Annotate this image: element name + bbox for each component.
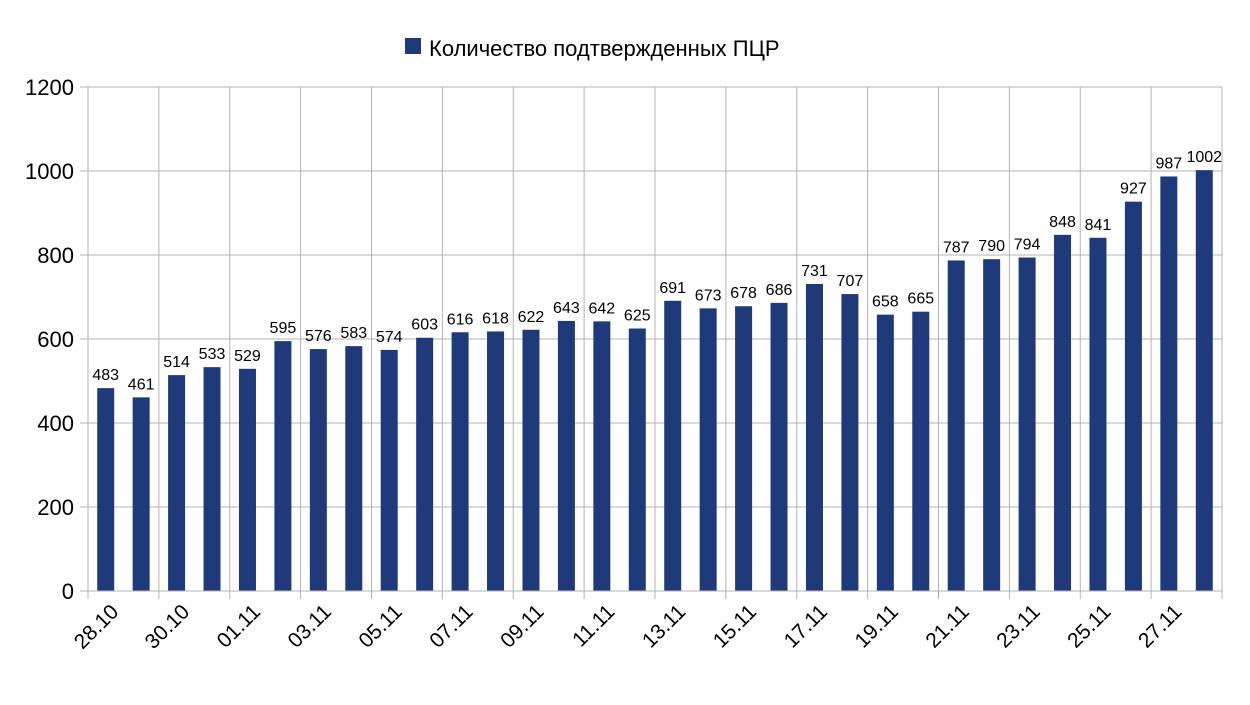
x-tick-label: 19.11 — [851, 600, 903, 652]
data-label: 574 — [376, 329, 403, 346]
bar — [345, 346, 363, 591]
x-tick-label: 17.11 — [780, 600, 832, 652]
bar — [1018, 257, 1036, 591]
bar — [593, 321, 611, 591]
y-axis-ticks: 0 200 400 600 800 1000 1200 — [25, 75, 74, 604]
data-label: 483 — [92, 367, 119, 384]
bar — [557, 320, 575, 591]
bar — [274, 341, 292, 591]
bar — [416, 337, 434, 591]
legend: Количество подтвержденных ПЦР — [405, 36, 780, 61]
data-label: 707 — [837, 273, 864, 290]
y-tick-label: 0 — [62, 579, 74, 604]
y-tick-label: 800 — [37, 243, 74, 268]
y-tick-label: 600 — [37, 327, 74, 352]
bar — [132, 397, 150, 591]
x-tick-label: 11.11 — [568, 600, 619, 651]
data-label: 665 — [907, 291, 934, 308]
data-label: 927 — [1120, 181, 1147, 198]
y-tick-label: 200 — [37, 495, 74, 520]
bar — [1195, 170, 1213, 591]
x-tick-label: 03.11 — [284, 600, 336, 652]
bars — [97, 170, 1213, 591]
legend-swatch — [405, 38, 421, 54]
bar — [1089, 237, 1107, 591]
x-tick-label: 07.11 — [425, 600, 477, 652]
data-label: 658 — [872, 294, 899, 311]
bar — [983, 259, 1001, 591]
bar — [805, 283, 823, 591]
bar — [522, 329, 540, 591]
bar — [1124, 201, 1142, 591]
y-tick-label: 1000 — [25, 159, 74, 184]
data-label: 787 — [943, 239, 970, 256]
data-label: 616 — [447, 311, 474, 328]
data-label: 678 — [730, 285, 757, 302]
data-label: 841 — [1085, 217, 1112, 234]
bar — [451, 332, 469, 591]
data-label: 848 — [1049, 214, 1076, 231]
data-label: 790 — [978, 238, 1005, 255]
data-label: 461 — [128, 376, 155, 393]
data-label: 987 — [1155, 155, 1182, 172]
data-label: 595 — [270, 320, 297, 337]
data-label: 514 — [163, 354, 190, 371]
legend-label: Количество подтвержденных ПЦР — [429, 36, 780, 61]
data-label: 618 — [482, 310, 509, 327]
gridlines — [80, 86, 1223, 599]
bar — [628, 328, 646, 591]
x-tick-label: 28.10 — [70, 600, 123, 653]
bar — [309, 349, 327, 591]
data-label: 576 — [305, 328, 332, 345]
x-tick-label: 21.11 — [921, 600, 973, 652]
data-label: 583 — [340, 325, 367, 342]
bar — [664, 300, 682, 591]
bar — [487, 331, 505, 591]
y-tick-label: 400 — [37, 411, 74, 436]
bar — [168, 375, 186, 591]
bar — [841, 294, 859, 591]
x-tick-label: 27.11 — [1134, 600, 1186, 652]
bar — [238, 368, 256, 591]
data-label: 622 — [518, 309, 545, 326]
x-tick-label: 25.11 — [1063, 600, 1115, 652]
bar — [770, 302, 788, 591]
bar — [912, 311, 930, 591]
x-tick-label: 13.11 — [638, 600, 690, 652]
bar — [947, 260, 965, 591]
bar — [380, 349, 398, 591]
bar — [203, 367, 221, 591]
bar — [1160, 176, 1178, 591]
bar — [735, 306, 753, 591]
data-label: 691 — [659, 280, 686, 297]
data-label: 603 — [411, 317, 438, 334]
bar — [699, 308, 717, 591]
data-label: 625 — [624, 308, 651, 325]
data-label: 643 — [553, 300, 580, 317]
data-label: 794 — [1014, 237, 1041, 254]
x-tick-label: 23.11 — [992, 600, 1044, 652]
bar — [97, 388, 115, 591]
data-label: 533 — [199, 346, 226, 363]
data-label: 1002 — [1186, 149, 1222, 166]
bar — [876, 314, 894, 591]
data-label: 686 — [766, 282, 793, 299]
x-tick-label: 30.10 — [141, 600, 194, 653]
data-label: 529 — [234, 348, 261, 365]
x-tick-label: 01.11 — [213, 600, 265, 652]
bar — [1054, 234, 1072, 591]
y-tick-label: 1200 — [25, 75, 74, 100]
data-label: 731 — [801, 263, 828, 280]
data-label: 673 — [695, 287, 722, 304]
data-labels: 483 461 514 533 529 595 576 583 574 603 616 618 622 6… — [92, 149, 1222, 393]
x-tick-label: 09.11 — [496, 600, 548, 652]
data-label: 642 — [588, 300, 615, 317]
x-tick-label: 15.11 — [709, 600, 761, 652]
x-tick-label: 05.11 — [354, 600, 406, 652]
x-axis-ticks: 28.10 30.10 01.11 03.11 05.11 07.11 09.11 11.11… — [70, 600, 1187, 653]
